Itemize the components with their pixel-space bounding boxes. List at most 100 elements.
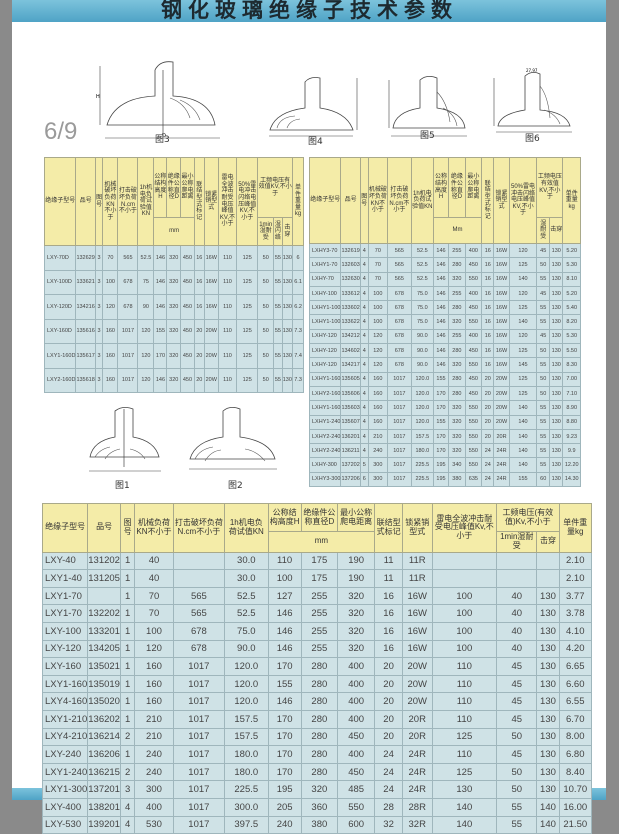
table-cell: 4.20	[558, 639, 593, 659]
table-cell: 125	[508, 257, 538, 273]
table-cell: 1017	[172, 815, 225, 834]
table-cell: 550	[337, 797, 376, 817]
th-product-no: 品号	[75, 157, 96, 246]
insulator-figure-3: HD	[96, 61, 220, 139]
table-cell: 24R	[401, 762, 433, 782]
table-cell: 240	[267, 815, 302, 834]
table-cell: 6.1	[292, 269, 304, 295]
table-cell: 16W	[203, 294, 219, 320]
table-cell: 565	[386, 257, 412, 273]
table-cell	[536, 569, 560, 588]
table-row: LXHY-120 134602 4 120 678 90.0 146 280 450 16 16W 1…	[308, 343, 581, 359]
cell-model: LXHY1-160	[308, 400, 342, 416]
table-cell	[496, 551, 538, 571]
table-cell: 190	[337, 551, 376, 571]
th-puncture: 击穿	[281, 217, 294, 246]
table-cell: 16W	[493, 271, 510, 287]
table-row: LXHY1-160 135605 4 160 1017 120.0 155 280 450 20 2…	[308, 371, 581, 387]
table-cell: 1	[119, 604, 136, 623]
table-cell: 450	[180, 343, 195, 369]
cell-model: LXHY-120	[308, 328, 342, 345]
figure-3-label: 图3	[155, 135, 170, 145]
table-cell: 240	[134, 762, 174, 782]
table-cell: 565	[117, 245, 139, 271]
table-cell: 110	[431, 709, 498, 729]
table-cell: 135603	[340, 400, 361, 416]
table-cell: 146	[153, 269, 168, 295]
cell-model: LXHY1-160	[308, 371, 342, 387]
th-coupling: 联结型式标记	[481, 157, 495, 244]
table-cell: 4	[359, 371, 369, 387]
table-cell: 130	[549, 400, 564, 416]
table-cell: 170	[153, 343, 168, 369]
table-row: LXY1-300 137201 3 300 1017 225.5 195 320 485 24 24…	[41, 780, 593, 799]
table-cell: 146	[432, 257, 450, 273]
table-cell: 130	[549, 414, 564, 430]
table-cell: 8.40	[558, 762, 593, 782]
table-cell: 28	[374, 797, 403, 817]
table-cell: 1017	[172, 780, 225, 799]
table-cell: 4	[359, 242, 369, 259]
table-cell: 110	[267, 551, 302, 571]
table-cell: 4	[359, 414, 369, 430]
table-cell: 1017	[172, 727, 225, 747]
table-cell: 160	[367, 414, 388, 430]
table-cell: 52.5	[137, 245, 155, 271]
th-50pct-flashover: 50%雷电冲击闪络电压峰值KV,不小于	[508, 157, 538, 244]
table-cell: 400	[464, 328, 483, 345]
table-cell: 180.0	[410, 443, 434, 459]
table-cell: 75.0	[410, 285, 434, 302]
table-cell: 40	[496, 604, 538, 623]
table-cell: 3	[94, 294, 104, 320]
table-cell: 300	[367, 471, 388, 488]
table-row: LXHY3-300 137206 6 300 1017 225.5 195 380 635 24 2…	[308, 471, 581, 488]
table-cell: 14.30	[562, 471, 581, 488]
table-cell: 320	[448, 271, 466, 287]
cell-model: LXHY1-100	[308, 314, 342, 330]
table-cell: 7.4	[292, 343, 304, 369]
table-cell: 320	[166, 245, 182, 271]
insulator-figure-4	[269, 77, 358, 137]
table-cell: 50	[257, 318, 275, 344]
table-cell: 136211	[340, 443, 361, 459]
table-cell: 130	[549, 457, 564, 473]
table-right-specs: 绝缘子型号 品号 图号 机械破坏负荷KN不小于 打击破坏负荷N.cm不小于 1h…	[308, 157, 581, 488]
table-cell: 130	[536, 674, 560, 694]
table-cell: 131202	[87, 551, 121, 571]
table-cell: 20W	[401, 657, 433, 676]
table-cell: 4.10	[558, 621, 593, 641]
table-cell: 52.5	[410, 242, 434, 259]
table-cell: 130	[549, 443, 564, 459]
table-cell: 678	[386, 285, 412, 302]
table-cell: 120.0	[410, 400, 434, 416]
page-title: 钢化玻璃绝缘子技术参数	[161, 0, 458, 22]
table-cell: 133621	[75, 269, 96, 295]
table-cell: 225.5	[223, 780, 269, 799]
table-cell: 45	[496, 692, 538, 711]
table-cell: 16	[374, 621, 403, 641]
table-cell	[172, 569, 225, 588]
table-cell: 225.5	[410, 471, 434, 488]
table-cell: 7.3	[292, 367, 304, 393]
table-row: LXHY2-240 136201 4 210 1017 157.5 170 320 550 20 2…	[308, 428, 581, 445]
table-cell: 1017	[117, 367, 139, 393]
table-row: LXY-400 138201 4 400 1017 300.0 205 360 550 28 28R…	[41, 797, 593, 817]
figure-2-label: 图2	[228, 481, 243, 491]
table-cell: 24R	[401, 745, 433, 764]
table-cell: 125	[236, 269, 259, 295]
table-cell: 50	[496, 780, 538, 799]
table-cell: 400	[337, 709, 376, 729]
table-cell: 120.0	[223, 657, 269, 676]
th-locking-pin: 锁紧销型式	[493, 157, 510, 244]
table-cell: 11R	[401, 569, 433, 588]
table-cell: 16	[481, 328, 495, 345]
table-cell: 125	[236, 367, 259, 393]
table-cell: 45	[536, 285, 551, 302]
table-cell: 120.0	[410, 414, 434, 430]
table-row: LXY-240 136206 1 240 1017 180.0 170 280 400 24 24R…	[41, 745, 593, 764]
table-cell: 320	[337, 621, 376, 641]
table-cell: 133622	[340, 314, 361, 330]
table-cell: 280	[300, 727, 339, 747]
table-cell: 255	[448, 285, 466, 302]
table-cell: 125	[431, 762, 498, 782]
